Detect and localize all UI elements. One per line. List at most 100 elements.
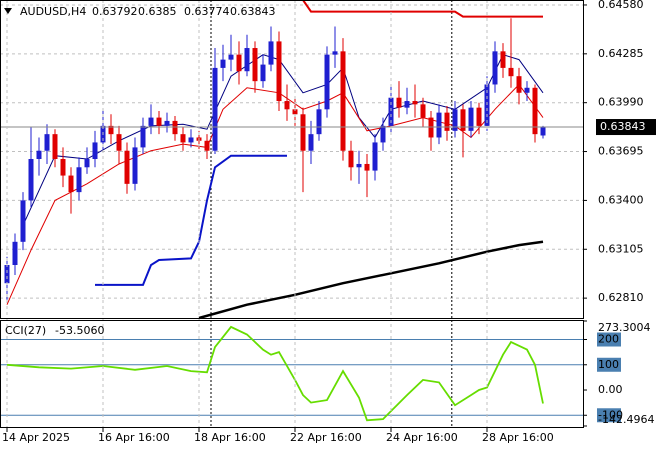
candle-body <box>148 117 154 126</box>
price-box <box>596 119 656 136</box>
header-open: 0.63792 <box>92 5 138 18</box>
y-tick-label: 0.63105 <box>598 242 644 255</box>
level-label-box <box>597 408 621 423</box>
indicator-line <box>302 0 543 18</box>
candle-body <box>260 64 266 82</box>
y-tick-label: 200 <box>598 333 619 346</box>
candle-body <box>452 109 458 131</box>
y-tick-label: 0.63990 <box>598 96 644 109</box>
candle-body <box>68 175 74 193</box>
candle-body <box>476 107 482 126</box>
candle-body <box>420 104 426 118</box>
level-label-box <box>597 357 621 372</box>
candle-body <box>332 51 338 55</box>
header-high: 0.6385 <box>138 5 177 18</box>
candle-body <box>156 117 162 126</box>
candle-body <box>12 241 18 265</box>
candle-body <box>92 142 98 159</box>
candle-body <box>236 54 242 72</box>
candle-body <box>524 87 530 93</box>
candle-body <box>284 101 290 110</box>
candle-body <box>436 112 442 138</box>
x-tick-label: 22 Apr 16:00 <box>290 431 362 444</box>
candle-body <box>20 200 26 242</box>
candle-body <box>508 67 514 77</box>
candle-body <box>140 125 146 148</box>
header-low: 0.63774 <box>184 5 230 18</box>
cci-title: CCI(27) <box>5 324 46 337</box>
candle-body <box>116 134 122 151</box>
candle-body <box>36 150 42 159</box>
candle-body <box>204 140 210 151</box>
candle-body <box>396 97 402 108</box>
candle-body <box>132 147 138 184</box>
y-tick-label: 273.3004 <box>598 321 651 334</box>
candle-body <box>308 134 314 151</box>
y-tick-label: 0.00 <box>598 383 623 396</box>
candle-body <box>268 41 274 65</box>
header-close: 0.63843 <box>230 5 276 18</box>
candle-body <box>188 137 194 143</box>
level-label-box <box>597 332 621 347</box>
x-tick-label: 18 Apr 16:00 <box>194 431 266 444</box>
candle-body <box>212 67 218 151</box>
candle-body <box>468 107 474 131</box>
candle-body <box>532 87 538 135</box>
candle-body <box>412 101 418 105</box>
candle-body <box>220 59 226 68</box>
candle-body <box>388 97 394 126</box>
candle-body <box>348 150 354 168</box>
y-tick-label: 0.63695 <box>598 145 644 158</box>
cci-value: -53.5060 <box>55 324 104 337</box>
symbol-title: AUDUSD,H4 <box>20 5 86 18</box>
x-tick-label: 16 Apr 16:00 <box>98 431 170 444</box>
cci-frame <box>0 320 584 428</box>
candle-body <box>252 48 258 82</box>
y-tick-label: 0.62810 <box>598 291 644 304</box>
candle-body <box>44 134 50 151</box>
candle-body <box>76 167 82 193</box>
x-tick-label: 28 Apr 16:00 <box>482 431 554 444</box>
candle-body <box>108 125 114 135</box>
candle-body <box>404 101 410 108</box>
candle-body <box>60 159 66 176</box>
x-tick-label: 14 Apr 2025 <box>2 431 70 444</box>
y-tick-label: 0.64285 <box>598 47 644 60</box>
candle-body <box>164 120 170 126</box>
y-tick-label: 0.63400 <box>598 193 644 206</box>
candle-body <box>484 84 490 126</box>
candle-body <box>372 142 378 171</box>
candle-body <box>300 114 306 151</box>
candle-body <box>340 51 346 151</box>
main-frame <box>0 0 584 319</box>
candle-body <box>244 48 250 72</box>
y-tick-label: 100 <box>598 358 619 371</box>
x-tick-label: 24 Apr 16:00 <box>386 431 458 444</box>
candle-body <box>84 159 90 168</box>
candle-body <box>364 163 370 171</box>
candle-body <box>380 125 386 143</box>
candle-body <box>316 109 322 135</box>
indicator-line <box>22 54 544 226</box>
candle-body <box>124 150 130 184</box>
y-tick-label: -100 <box>598 408 623 421</box>
candle-body <box>516 76 522 93</box>
candle-body <box>52 134 58 159</box>
candle-body <box>500 51 506 68</box>
cci-line <box>6 325 544 422</box>
candle-body <box>180 134 186 143</box>
candle-body <box>444 112 450 131</box>
candle-body <box>4 265 10 284</box>
candle-body <box>492 51 498 85</box>
y-tick-label: 0.64580 <box>598 0 644 11</box>
y-tick-label: -142.4964 <box>598 413 654 426</box>
candle-body <box>324 54 330 110</box>
collapse-icon[interactable] <box>4 8 12 14</box>
candle-body <box>356 163 362 168</box>
candle-body <box>460 109 466 131</box>
indicator-line <box>95 154 287 286</box>
candle-body <box>228 54 234 60</box>
